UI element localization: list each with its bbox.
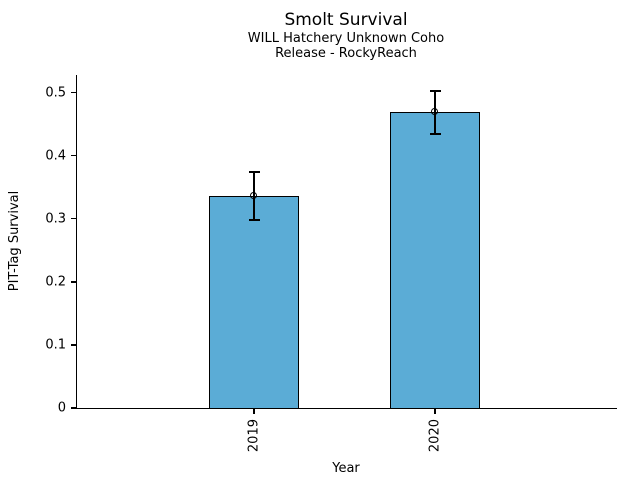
bar [209,196,300,408]
x-axis-label: Year [332,461,360,476]
chart-subtitle-line1: WILL Hatchery Unknown Coho [247,31,445,46]
error-bar-cap-bottom [429,132,441,135]
y-tick-label: 0.3 [45,211,66,227]
bar [390,112,481,408]
chart-title: Smolt Survival [284,10,408,30]
x-tick-label: 2019 [246,419,262,453]
y-tick [70,344,76,346]
x-tick [253,409,255,414]
data-point-marker-icon [431,108,439,116]
y-tick-label: 0 [57,400,66,416]
chart-subtitle-line2: Release - RockyReach [275,46,417,61]
x-tick [434,409,436,414]
error-bar-cap-bottom [248,219,260,221]
error-bar-cap-top [429,90,441,93]
y-tick-label: 0.4 [45,148,66,164]
y-tick [70,91,76,94]
y-tick-label: 0.5 [45,85,66,101]
y-axis-label: PIT-Tag Survival [7,190,22,292]
y-tick-label: 0.1 [45,337,66,353]
data-point-marker-icon [250,192,258,200]
y-tick [70,155,76,157]
x-tick-label: 2020 [427,419,443,453]
y-tick [70,218,76,220]
error-bar-cap-top [248,171,260,174]
y-tick [70,407,76,409]
y-tick-label: 0.2 [45,274,66,290]
plot-area: 0 0.1 0.2 0.3 0.4 0.5 2019 2020 [45,75,617,452]
y-tick [70,281,76,283]
